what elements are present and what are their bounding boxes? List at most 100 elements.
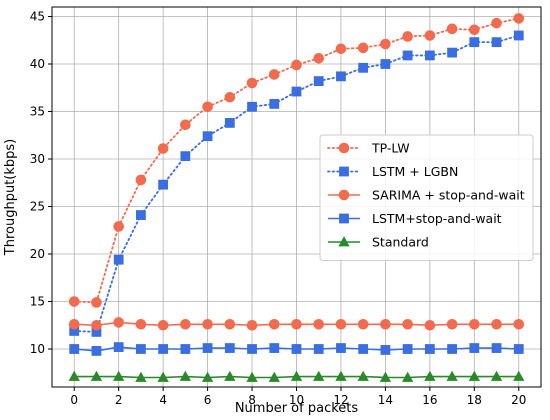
- data-point: [358, 62, 369, 73]
- series-0: [68, 13, 525, 308]
- legend-marker: [338, 189, 350, 201]
- data-point: [224, 319, 236, 330]
- data-point: [180, 319, 191, 330]
- data-point: [424, 30, 436, 41]
- data-point: [290, 370, 303, 381]
- data-point: [358, 344, 369, 354]
- data-point: [136, 344, 146, 354]
- legend-box: [319, 134, 534, 261]
- data-point: [224, 370, 236, 381]
- data-point: [91, 297, 102, 308]
- x-tick-label: 16: [422, 393, 437, 407]
- data-point: [247, 101, 257, 112]
- data-point: [180, 344, 191, 354]
- data-point: [158, 344, 169, 354]
- data-point: [69, 344, 80, 354]
- data-point: [491, 343, 502, 353]
- data-point: [335, 43, 347, 55]
- x-tick-label: 0: [70, 393, 78, 407]
- legend-marker: [339, 213, 349, 224]
- data-point: [201, 371, 214, 382]
- data-point: [268, 371, 280, 382]
- data-point: [469, 24, 480, 36]
- legend-marker: [338, 142, 350, 154]
- y-tick-label: 35: [30, 105, 45, 119]
- data-point: [313, 319, 325, 330]
- data-point: [113, 254, 124, 265]
- data-point: [157, 319, 169, 331]
- data-point: [424, 319, 436, 331]
- legend-items: TP-LW LSTM + LGBN SARIMA + stop-and-wait LS…: [327, 141, 525, 250]
- data-point: [91, 319, 102, 331]
- data-point: [513, 344, 524, 354]
- data-point: [135, 319, 147, 330]
- data-point: [269, 99, 280, 109]
- data-point: [402, 31, 413, 42]
- x-tick-label: 4: [159, 393, 167, 407]
- data-point: [291, 59, 302, 71]
- data-point: [113, 221, 124, 232]
- data-point: [380, 319, 391, 330]
- data-point: [136, 210, 146, 220]
- data-point: [491, 319, 502, 330]
- data-point: [246, 371, 258, 382]
- data-point: [402, 50, 413, 61]
- data-point: [424, 344, 435, 354]
- y-tick-label: 10: [30, 342, 45, 356]
- data-point: [224, 118, 235, 128]
- legend-label: LSTM+stop-and-wait: [372, 211, 502, 226]
- data-point: [313, 370, 325, 381]
- data-point: [446, 319, 458, 330]
- series-3: [69, 342, 524, 356]
- data-point: [268, 319, 280, 330]
- data-point: [90, 370, 103, 381]
- data-point: [446, 23, 458, 35]
- data-point: [68, 370, 80, 381]
- legend-marker: [339, 166, 349, 177]
- x-tick-label: 20: [511, 393, 526, 407]
- data-point: [490, 370, 503, 381]
- data-point: [291, 344, 302, 354]
- series-2: [68, 317, 525, 331]
- series-layer: [68, 13, 525, 382]
- x-tick-label: 10: [289, 393, 304, 407]
- data-point: [469, 37, 480, 48]
- data-point: [446, 370, 458, 381]
- data-point: [313, 76, 324, 86]
- data-point: [469, 343, 480, 353]
- y-tick-label: 15: [30, 295, 45, 309]
- data-point: [68, 296, 80, 307]
- legend-item: LSTM+stop-and-wait: [328, 211, 502, 226]
- data-point: [313, 344, 324, 354]
- data-point: [291, 319, 302, 330]
- legend: TP-LW LSTM + LGBN SARIMA + stop-and-wait LS…: [319, 134, 534, 261]
- data-point: [291, 86, 302, 97]
- legend-label: Standard: [372, 235, 429, 250]
- y-tick-label: 30: [30, 152, 45, 166]
- data-point: [424, 50, 435, 61]
- series-1: [69, 30, 524, 337]
- x-tick-label: 14: [378, 393, 393, 407]
- data-point: [357, 370, 369, 381]
- data-point: [379, 371, 392, 382]
- data-point: [157, 371, 169, 382]
- data-point: [380, 59, 391, 69]
- data-point: [179, 370, 192, 381]
- x-tick-label: 2: [115, 393, 123, 407]
- data-point: [180, 151, 191, 162]
- x-tick-label: 12: [333, 393, 348, 407]
- legend-item: SARIMA + stop-and-wait: [328, 188, 525, 203]
- legend-label: LSTM + LGBN: [372, 164, 458, 179]
- data-point: [357, 319, 369, 330]
- data-point: [402, 319, 413, 330]
- data-point: [158, 179, 169, 190]
- data-point: [491, 17, 502, 29]
- data-point: [113, 342, 124, 353]
- y-tick-label: 20: [30, 247, 45, 261]
- data-point: [380, 38, 391, 50]
- data-point: [91, 346, 102, 356]
- data-point: [135, 371, 147, 382]
- legend-item: TP-LW: [327, 141, 410, 156]
- data-point: [513, 13, 525, 24]
- legend-marker: [338, 236, 350, 247]
